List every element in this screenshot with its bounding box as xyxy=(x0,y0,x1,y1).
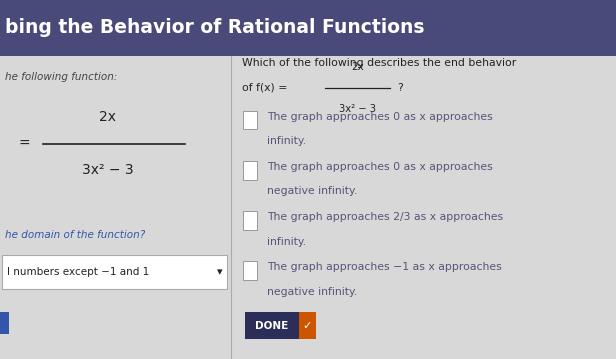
Text: The graph approaches 0 as x approaches: The graph approaches 0 as x approaches xyxy=(267,112,492,122)
Text: 3x² − 3: 3x² − 3 xyxy=(339,104,376,114)
Text: ▾: ▾ xyxy=(217,267,223,277)
Text: he following function:: he following function: xyxy=(5,72,117,82)
Bar xyxy=(245,312,299,339)
Text: he domain of the function?: he domain of the function? xyxy=(5,230,145,240)
Bar xyxy=(0,0,616,56)
Bar xyxy=(243,111,257,129)
Text: ?: ? xyxy=(397,83,403,93)
Text: bing the Behavior of Rational Functions: bing the Behavior of Rational Functions xyxy=(5,18,424,37)
Text: =: = xyxy=(18,137,30,150)
Bar xyxy=(299,312,316,339)
Text: 2x: 2x xyxy=(351,62,364,72)
Bar xyxy=(243,211,257,230)
Text: ✓: ✓ xyxy=(302,321,312,331)
Bar xyxy=(243,261,257,280)
Text: infinity.: infinity. xyxy=(267,237,306,247)
Bar xyxy=(2,255,227,289)
Text: The graph approaches −1 as x approaches: The graph approaches −1 as x approaches xyxy=(267,262,501,272)
Text: negative infinity.: negative infinity. xyxy=(267,186,357,196)
Text: l numbers except −1 and 1: l numbers except −1 and 1 xyxy=(7,267,150,277)
Bar xyxy=(0,312,9,334)
Text: The graph approaches 0 as x approaches: The graph approaches 0 as x approaches xyxy=(267,162,492,172)
Text: 2x: 2x xyxy=(99,110,116,124)
Text: The graph approaches 2/3 as x approaches: The graph approaches 2/3 as x approaches xyxy=(267,212,503,222)
Text: 3x² − 3: 3x² − 3 xyxy=(82,163,134,177)
Text: negative infinity.: negative infinity. xyxy=(267,287,357,297)
Text: DONE: DONE xyxy=(256,321,288,331)
Bar xyxy=(243,161,257,180)
Text: Which of the following describes the end behavior: Which of the following describes the end… xyxy=(242,58,516,68)
Text: infinity.: infinity. xyxy=(267,136,306,146)
Text: of f(x) =: of f(x) = xyxy=(242,83,288,93)
